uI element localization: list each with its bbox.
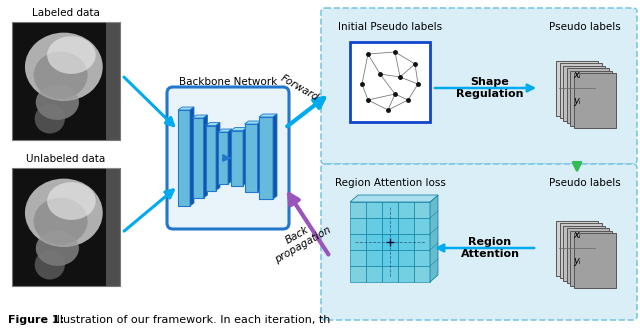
Bar bbox=[398, 202, 414, 218]
Bar bbox=[350, 218, 366, 234]
Bar bbox=[563, 65, 605, 121]
Bar bbox=[559, 223, 602, 278]
Bar bbox=[350, 266, 366, 282]
Text: Pseudo labels: Pseudo labels bbox=[549, 178, 621, 188]
Text: Figure 1:: Figure 1: bbox=[8, 315, 64, 325]
Bar bbox=[366, 234, 382, 250]
Polygon shape bbox=[350, 195, 438, 202]
Bar bbox=[106, 22, 120, 140]
Bar bbox=[573, 73, 616, 128]
Polygon shape bbox=[244, 121, 262, 124]
Ellipse shape bbox=[47, 182, 96, 220]
Bar bbox=[231, 130, 243, 186]
Ellipse shape bbox=[34, 51, 88, 99]
Polygon shape bbox=[259, 114, 277, 117]
FancyBboxPatch shape bbox=[321, 8, 637, 164]
Bar bbox=[366, 218, 382, 234]
Bar bbox=[382, 250, 398, 266]
Bar bbox=[398, 234, 414, 250]
Text: yᵢ: yᵢ bbox=[573, 96, 580, 106]
Text: xᵢ: xᵢ bbox=[573, 230, 580, 240]
Polygon shape bbox=[206, 123, 220, 125]
Ellipse shape bbox=[25, 179, 103, 247]
Text: Initial Pseudo labels: Initial Pseudo labels bbox=[338, 22, 442, 32]
Bar bbox=[366, 266, 382, 282]
Bar bbox=[398, 218, 414, 234]
Ellipse shape bbox=[47, 36, 96, 74]
Ellipse shape bbox=[25, 33, 103, 101]
Text: Labeled data: Labeled data bbox=[32, 8, 100, 18]
Bar bbox=[566, 228, 609, 283]
Bar bbox=[366, 250, 382, 266]
Bar bbox=[382, 266, 398, 282]
Bar bbox=[244, 124, 257, 192]
Bar bbox=[259, 117, 273, 199]
Polygon shape bbox=[216, 123, 220, 191]
Ellipse shape bbox=[36, 230, 79, 266]
Ellipse shape bbox=[36, 85, 79, 120]
Bar bbox=[563, 225, 605, 281]
Ellipse shape bbox=[35, 250, 65, 280]
Polygon shape bbox=[231, 127, 247, 130]
Bar bbox=[206, 125, 216, 191]
Bar bbox=[366, 202, 382, 218]
FancyBboxPatch shape bbox=[321, 164, 637, 320]
Bar bbox=[414, 250, 430, 266]
Bar bbox=[398, 266, 414, 282]
Bar bbox=[556, 220, 598, 276]
Bar bbox=[350, 234, 366, 250]
Bar bbox=[193, 118, 204, 198]
Polygon shape bbox=[193, 115, 207, 118]
Polygon shape bbox=[204, 115, 207, 198]
Bar bbox=[350, 202, 366, 218]
Polygon shape bbox=[273, 114, 277, 199]
FancyBboxPatch shape bbox=[167, 87, 289, 229]
Polygon shape bbox=[243, 127, 247, 186]
Text: Illustration of our framework. In each iteration, th: Illustration of our framework. In each i… bbox=[50, 315, 330, 325]
Text: Backbone Network: Backbone Network bbox=[179, 77, 277, 87]
Polygon shape bbox=[228, 129, 232, 184]
Polygon shape bbox=[218, 129, 232, 132]
Bar bbox=[570, 70, 612, 125]
Bar bbox=[218, 132, 228, 184]
Bar bbox=[414, 234, 430, 250]
Ellipse shape bbox=[34, 198, 88, 245]
Ellipse shape bbox=[35, 104, 65, 133]
Bar bbox=[350, 250, 366, 266]
Polygon shape bbox=[190, 107, 194, 206]
Bar bbox=[382, 234, 398, 250]
Bar bbox=[12, 22, 120, 140]
Bar bbox=[566, 68, 609, 123]
Text: xᵢ: xᵢ bbox=[573, 70, 580, 80]
Bar bbox=[382, 218, 398, 234]
Text: Unlabeled data: Unlabeled data bbox=[26, 154, 106, 164]
Bar bbox=[382, 202, 398, 218]
Bar bbox=[570, 230, 612, 286]
Bar bbox=[350, 42, 430, 122]
Bar bbox=[559, 63, 602, 118]
Polygon shape bbox=[178, 107, 194, 110]
Bar bbox=[414, 218, 430, 234]
Bar bbox=[414, 266, 430, 282]
Bar bbox=[398, 250, 414, 266]
Bar bbox=[106, 168, 120, 286]
Bar bbox=[414, 202, 430, 218]
Text: Region Attention loss: Region Attention loss bbox=[335, 178, 445, 188]
Bar bbox=[573, 233, 616, 288]
Text: Pseudo labels: Pseudo labels bbox=[549, 22, 621, 32]
Text: Shape
Regulation: Shape Regulation bbox=[456, 77, 524, 99]
Bar bbox=[12, 168, 120, 286]
Text: yᵢ: yᵢ bbox=[573, 256, 580, 266]
Text: Region
Attention: Region Attention bbox=[461, 237, 520, 259]
Polygon shape bbox=[430, 195, 438, 282]
Polygon shape bbox=[257, 121, 262, 192]
Bar bbox=[178, 110, 190, 206]
Text: Back
propagation: Back propagation bbox=[268, 215, 333, 265]
Text: Forward: Forward bbox=[279, 73, 321, 103]
Bar bbox=[556, 60, 598, 116]
